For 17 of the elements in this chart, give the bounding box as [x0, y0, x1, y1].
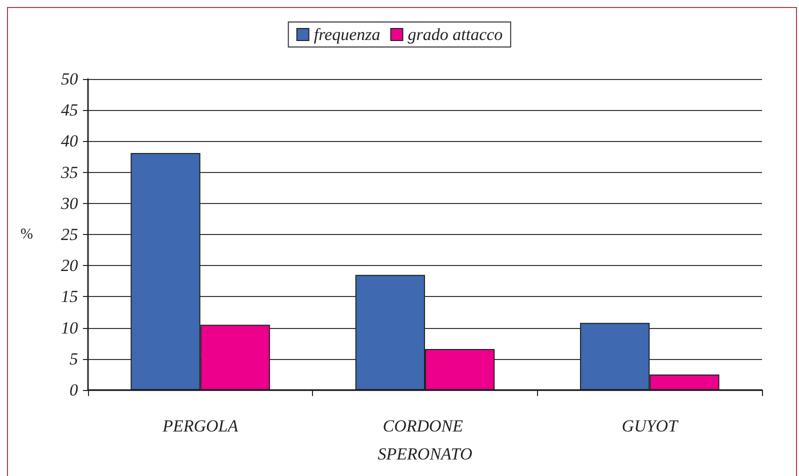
y-tick-label: 25 [61, 225, 78, 244]
y-axis-title: % [20, 226, 33, 242]
y-tick-label: 30 [60, 194, 78, 213]
x-tick-label: GUYOT [622, 416, 680, 436]
x-tick-label: CORDONE SPERONATO [378, 416, 472, 464]
y-tick-label: 35 [60, 162, 78, 182]
y-tick-label: 15 [61, 287, 78, 306]
y-tick-label: 40 [61, 132, 78, 151]
y-tick-label: 10 [61, 318, 78, 338]
y-tick-label: 50 [61, 70, 78, 88]
y-tick-label: 5 [70, 349, 78, 368]
legend-label: frequenza [314, 25, 380, 44]
y-tick-label: 45 [61, 100, 78, 120]
x-tick-label: PERGOLA [162, 416, 239, 436]
legend-label: grado attacco [408, 25, 503, 44]
y-tick-label: 20 [61, 256, 78, 276]
y-tick-label: 0 [70, 380, 78, 400]
